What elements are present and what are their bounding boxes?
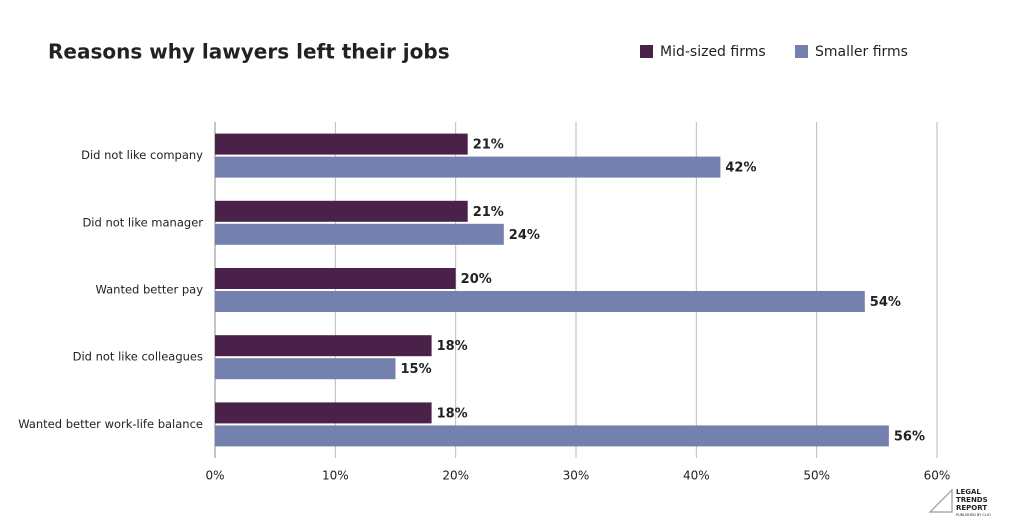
legend-swatch xyxy=(640,45,653,58)
value-label: 15% xyxy=(401,362,432,377)
value-label: 18% xyxy=(437,406,468,421)
y-tick-label: Wanted better pay xyxy=(95,283,203,297)
value-label: 24% xyxy=(509,228,540,243)
logo-text: TRENDS xyxy=(956,496,988,504)
bar xyxy=(215,133,468,155)
y-tick-label: Did not like colleagues xyxy=(73,350,203,364)
bar xyxy=(215,425,889,447)
value-label: 21% xyxy=(473,138,504,153)
bar xyxy=(215,223,504,245)
value-label: 54% xyxy=(870,295,901,310)
bar xyxy=(215,335,432,357)
logo-text: REPORT xyxy=(956,504,987,512)
bar xyxy=(215,358,396,380)
logo-text: LEGAL xyxy=(956,488,981,496)
y-tick-label: Did not like manager xyxy=(82,215,203,229)
x-tick-label: 10% xyxy=(322,469,349,483)
logo: LEGAL TRENDS REPORT PUBLISHED BY CLIO xyxy=(928,488,991,517)
legend-label: Smaller firms xyxy=(815,44,908,60)
legend-swatch xyxy=(795,45,808,58)
value-label: 42% xyxy=(725,161,756,176)
bar xyxy=(215,156,721,178)
bar xyxy=(215,268,456,289)
bar xyxy=(215,200,468,222)
value-label: 56% xyxy=(894,429,925,444)
x-tick-label: 40% xyxy=(683,469,710,483)
x-tick-label: 60% xyxy=(924,469,951,483)
logo-icon xyxy=(928,488,953,513)
chart-title: Reasons why lawyers left their jobs xyxy=(48,40,450,64)
logo-subtext: PUBLISHED BY CLIO xyxy=(956,513,991,517)
value-label: 20% xyxy=(461,272,492,287)
value-label: 18% xyxy=(437,339,468,354)
bar xyxy=(215,291,865,312)
bar xyxy=(215,402,432,424)
y-tick-label: Did not like company xyxy=(81,148,203,162)
y-tick-label: Wanted better work-life balance xyxy=(18,417,203,431)
x-tick-label: 0% xyxy=(205,469,224,483)
value-label: 21% xyxy=(473,205,504,220)
legend-label: Mid-sized firms xyxy=(660,44,766,60)
x-tick-label: 30% xyxy=(563,469,590,483)
x-tick-label: 50% xyxy=(803,469,830,483)
x-tick-label: 20% xyxy=(442,469,469,483)
